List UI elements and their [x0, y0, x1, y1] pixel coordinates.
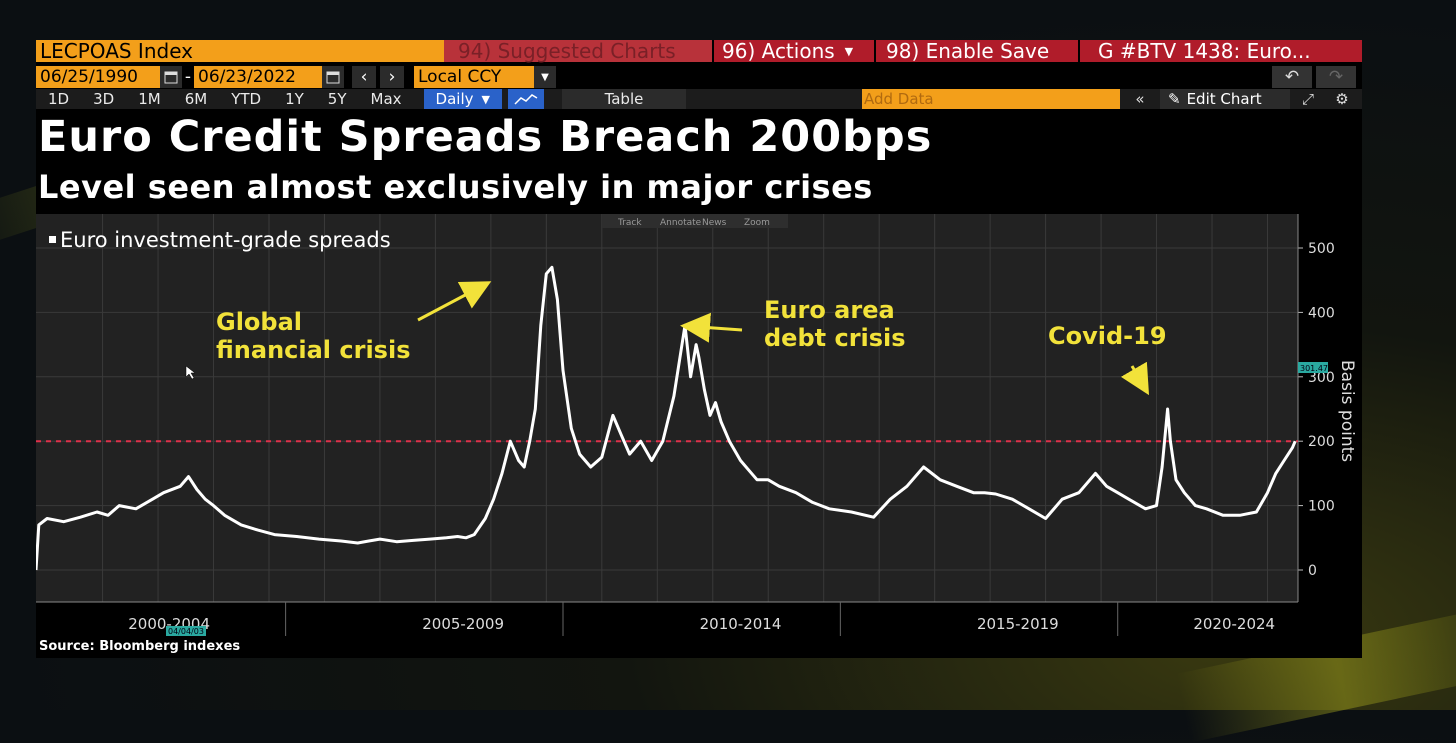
redo-icon[interactable]: ↷: [1316, 66, 1356, 88]
annotation-arrow: [1120, 361, 1150, 396]
title-bar: LECPOAS Index 94) Suggested Charts 96) A…: [36, 39, 1362, 63]
table-label: Table: [604, 90, 644, 108]
double-chevron-left-icon[interactable]: «: [1135, 90, 1145, 108]
end-date-field[interactable]: 06/23/2022: [194, 66, 322, 88]
chevron-down-icon: ▼: [844, 44, 854, 58]
line-chart[interactable]: 0 100 200 300 400 500 Euro investment-grade sp…: [36, 214, 1362, 636]
enable-save-button[interactable]: 98) Enable Save: [874, 39, 1078, 63]
x-period-label: 2020-2024: [1193, 615, 1275, 633]
y-axis-label: Basis points: [1337, 360, 1357, 462]
chevron-down-icon: ▼: [481, 92, 490, 106]
series-line[interactable]: [36, 265, 1297, 571]
date-separator-text: -: [184, 67, 192, 87]
add-data-input[interactable]: Add Data: [862, 89, 1120, 109]
last-value-badge: [1298, 362, 1328, 373]
timeframe-5y[interactable]: 5Y: [327, 90, 347, 108]
timeframe-list: 1D 3D 1M 6M YTD 1Y 5Y Max: [36, 89, 414, 109]
timeframe-bar: 1D 3D 1M 6M YTD 1Y 5Y Max Daily ▼ Table Add Dat…: [36, 89, 1362, 109]
chart-settings-icon[interactable]: ⤢: [1301, 90, 1314, 108]
y-tick-label: 100: [1308, 499, 1335, 515]
annotation-text: Euro area: [764, 296, 895, 324]
line-chart-icon[interactable]: [507, 89, 544, 109]
legend-label: Euro investment-grade spreads: [60, 228, 391, 252]
y-tick-label: 0: [1308, 563, 1317, 579]
mouse-cursor-icon: [185, 365, 196, 380]
edit-chart-button[interactable]: ✎ Edit Chart: [1160, 89, 1290, 109]
annotation-text: Global: [216, 308, 302, 336]
annotation-arrow: [680, 312, 743, 343]
legend-swatch: [49, 236, 56, 243]
chart-area[interactable]: 0 100 200 300 400 500 Euro investment-grade sp…: [36, 214, 1362, 636]
x-period-label: 2015-2019: [977, 615, 1059, 633]
x-period-label: 2005-2009: [422, 615, 504, 633]
cursor-date-text: 04/04/03: [168, 627, 204, 636]
suggested-charts-label: 94) Suggested Charts: [458, 39, 676, 63]
calendar-icon[interactable]: [160, 66, 182, 88]
timeframe-3d[interactable]: 3D: [93, 90, 115, 108]
ticker-field[interactable]: LECPOAS Index: [36, 39, 444, 63]
last-value-text: 301.47: [1300, 364, 1328, 373]
story-label: G #BTV 1438: Euro...: [1098, 39, 1311, 63]
start-date-field[interactable]: 06/25/1990: [36, 66, 160, 88]
add-data-placeholder: Add Data: [864, 90, 934, 108]
gear-icon[interactable]: ⚙: [1335, 90, 1349, 108]
chevron-down-icon[interactable]: ▼: [534, 66, 556, 88]
timeframe-1d[interactable]: 1D: [48, 90, 70, 108]
y-tick-label: 400: [1308, 305, 1335, 321]
chart-subtitle: Level seen almost exclusively in major c…: [38, 168, 873, 206]
source-note: Source: Bloomberg indexes: [39, 639, 241, 654]
ticker-label: LECPOAS Index: [40, 39, 193, 63]
timeframe-6m[interactable]: 6M: [184, 90, 208, 108]
timeframe-1y[interactable]: 1Y: [285, 90, 304, 108]
chart-tool-track[interactable]: Track: [617, 218, 642, 228]
plot-background: [36, 214, 1298, 602]
annotation-text: debt crisis: [764, 324, 906, 352]
chart-tools-strip: [602, 214, 788, 228]
frequency-value: Daily: [435, 90, 474, 108]
timeframe-1m[interactable]: 1M: [138, 90, 161, 108]
cursor-date-badge: [166, 626, 206, 636]
suggested-charts-button[interactable]: 94) Suggested Charts: [444, 39, 712, 63]
currency-value: Local CCY: [418, 67, 502, 87]
chart-tool-zoom[interactable]: Zoom: [744, 218, 770, 228]
x-period-label: 2010-2014: [700, 615, 782, 633]
chart-title: Euro Credit Spreads Breach 200bps: [38, 112, 933, 162]
timeframe-max[interactable]: Max: [370, 90, 402, 108]
end-date-value: 06/23/2022: [198, 67, 296, 87]
date-range-bar: 06/25/1990 - 06/23/2022 ‹ › Local CCY ▼: [36, 66, 556, 88]
y-tick-label: 500: [1308, 241, 1335, 257]
chevron-right-icon[interactable]: ›: [380, 66, 404, 88]
terminal-screen: LECPOAS Index 94) Suggested Charts 96) A…: [36, 39, 1362, 658]
actions-button[interactable]: 96) Actions ▼: [712, 39, 874, 63]
frequency-select[interactable]: Daily ▼: [423, 89, 502, 109]
currency-select[interactable]: Local CCY: [414, 66, 534, 88]
x-axis-band: [36, 602, 1298, 636]
table-button[interactable]: Table: [561, 89, 686, 109]
enable-save-label: 98) Enable Save: [886, 39, 1050, 63]
story-link[interactable]: G #BTV 1438: Euro...: [1078, 39, 1362, 63]
chart-tool-news[interactable]: News: [702, 218, 727, 228]
undo-icon[interactable]: ↶: [1272, 66, 1312, 88]
annotation-arrow: [417, 281, 492, 322]
y-tick-label: 300: [1308, 370, 1335, 386]
calendar-icon[interactable]: [322, 66, 344, 88]
y-tick-label: 200: [1308, 434, 1335, 450]
timeframe-ytd[interactable]: YTD: [231, 90, 262, 108]
start-date-value: 06/25/1990: [40, 67, 138, 87]
annotation-text: Covid-19: [1048, 322, 1167, 350]
edit-chart-label: Edit Chart: [1186, 90, 1262, 108]
chevron-left-icon[interactable]: ‹: [352, 66, 376, 88]
pencil-icon: ✎: [1168, 90, 1181, 108]
date-separator: -: [182, 66, 194, 88]
actions-label: 96) Actions: [722, 39, 835, 63]
chart-tool-annotate[interactable]: Annotate: [660, 218, 702, 228]
annotation-text: financial crisis: [216, 336, 410, 364]
